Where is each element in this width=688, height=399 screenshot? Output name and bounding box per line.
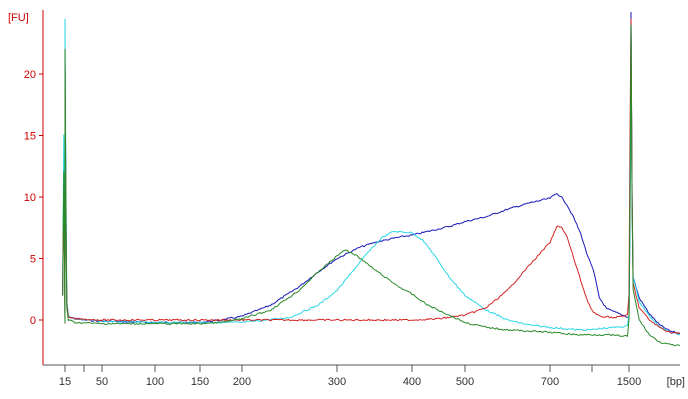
x-tick-label: 500 [456,376,474,388]
x-tick-label: 200 [233,376,251,388]
x-tick-label: 15 [59,376,71,388]
axes-layer [42,10,680,366]
y-tick-label: 10 [24,192,36,204]
x-tick-label: 300 [328,376,346,388]
x-tick-label: 400 [403,376,421,388]
series-line-4 [62,24,680,347]
x-tick-label: 1500 [617,376,641,388]
series-line-3 [62,18,680,334]
series-line-1 [62,11,680,334]
y-tick-label: 0 [30,315,36,327]
x-ticks: 15 50 100 150 200 300 400 500 700 1500 [59,365,641,388]
series-line-2 [62,18,680,336]
x-axis-label: [bp] [667,376,685,388]
x-tick-label: 700 [541,376,559,388]
x-tick-label: 150 [191,376,209,388]
x-tick-label: 50 [96,376,108,388]
y-ticks: 0 5 10 15 20 [24,69,43,327]
y-tick-label: 5 [30,254,36,266]
x-tick-label: 100 [146,376,164,388]
y-axis-label: [FU] [8,12,29,24]
series-layer [62,11,680,347]
y-tick-label: 15 [24,131,36,143]
y-tick-label: 20 [24,69,36,81]
